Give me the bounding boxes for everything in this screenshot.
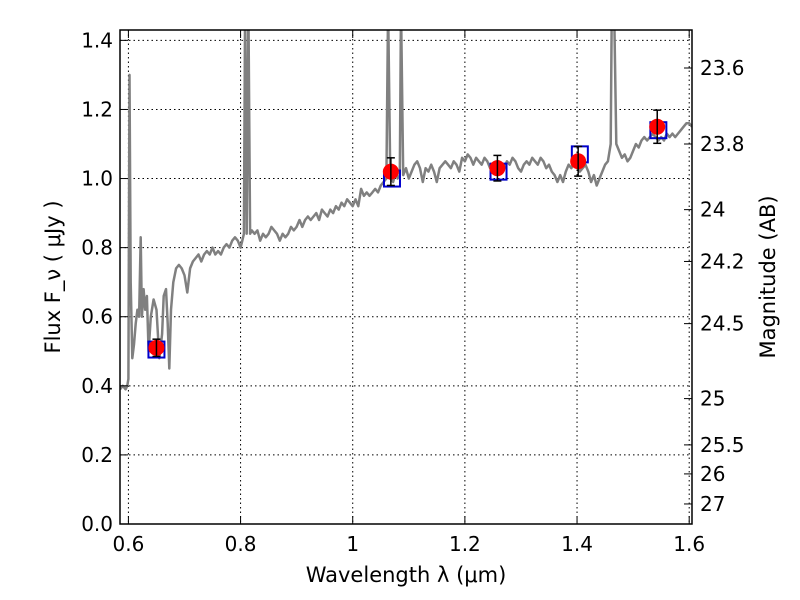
y-tick-label: 0.0 (81, 512, 113, 536)
y-tick-label: 1.4 (81, 28, 113, 52)
x-tick-label: 0.6 (113, 532, 145, 556)
model-spectrum-line (120, 30, 692, 391)
plot-area (120, 30, 692, 391)
x-axis: 0.6 0.8 1 1.2 1.4 1.6 (113, 30, 705, 556)
magnitude-tick-label: 27 (700, 492, 725, 516)
magnitude-tick-label: 25 (700, 387, 725, 411)
plot-frame (119, 29, 693, 525)
y-tick-label: 0.6 (81, 305, 113, 329)
magnitude-tick-label: 24.5 (700, 312, 745, 336)
y-tick-label: 0.2 (81, 443, 113, 467)
x-tick-label: 0.8 (225, 532, 257, 556)
y-tick-label: 0.8 (81, 236, 113, 260)
magnitude-tick-label: 26 (700, 462, 725, 486)
magnitude-tick-label: 23.6 (700, 56, 745, 80)
observed-photometry-series (148, 109, 666, 358)
magnitude-tick-label: 24.2 (700, 249, 745, 273)
magnitude-tick-label: 23.8 (700, 132, 745, 156)
y-tick-label: 1.0 (81, 167, 113, 191)
y-tick-label: 0.4 (81, 374, 113, 398)
y-tick-label: 1.2 (81, 97, 113, 121)
magnitude-axis-label: Magnitude (AB) (756, 195, 780, 358)
x-tick-label: 1.4 (561, 532, 593, 556)
y-axis: 0.0 0.2 0.4 0.6 0.8 1.0 1.2 1.4 (81, 28, 128, 536)
x-tick-label: 1.2 (449, 532, 481, 556)
magnitude-axis: 23.6 23.8 24 24.2 24.5 25 25.5 26 27 (684, 56, 745, 516)
x-tick-label: 1 (346, 532, 359, 556)
y-axis-label: Flux F_ν ( μJy ) (41, 200, 66, 353)
magnitude-tick-label: 24 (700, 198, 725, 222)
x-tick-label: 1.6 (673, 532, 705, 556)
x-axis-label: Wavelength λ (μm) (306, 563, 507, 587)
magnitude-tick-label: 25.5 (700, 433, 745, 457)
